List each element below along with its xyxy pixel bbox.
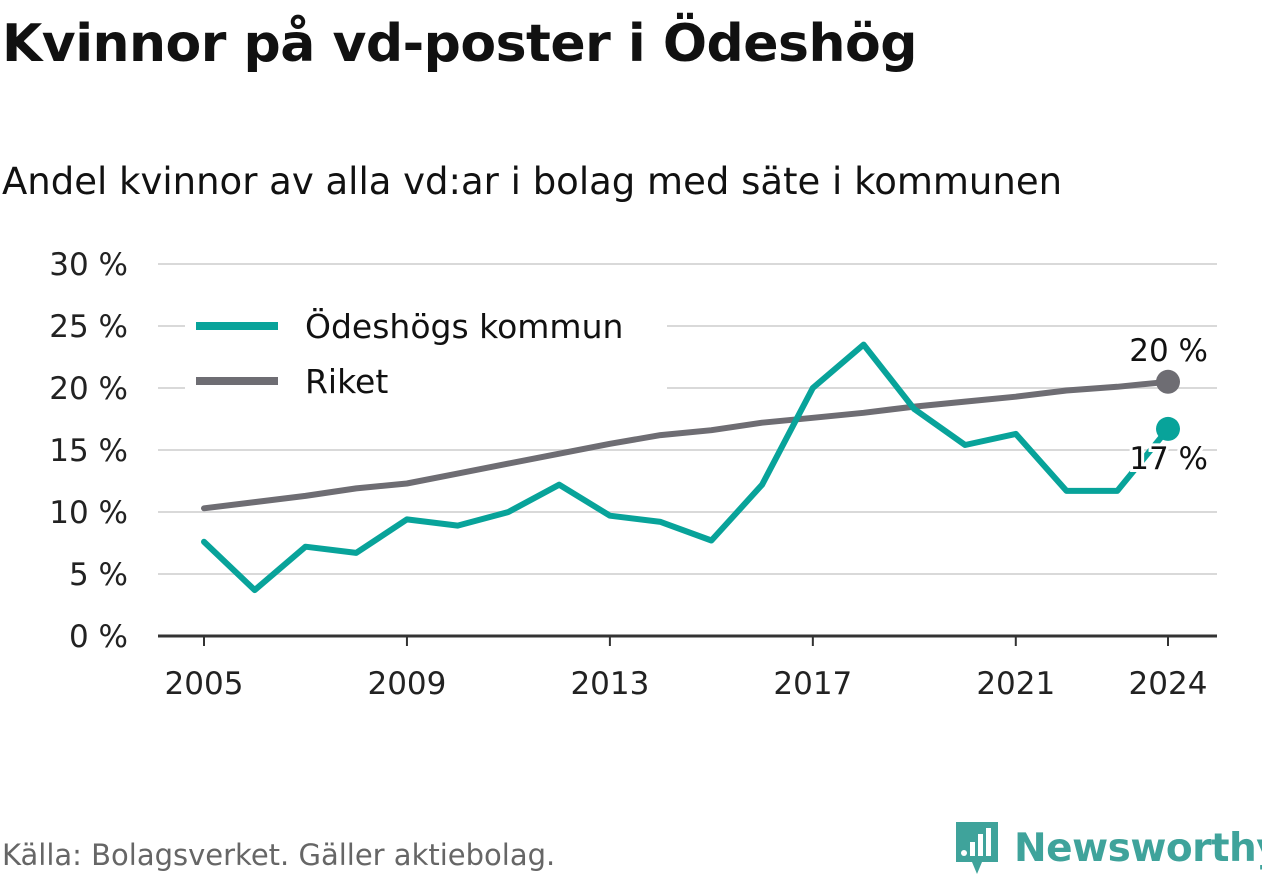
end-point <box>1156 369 1180 394</box>
source-note: Källa: Bolagsverket. Gäller aktiebolag. <box>2 838 556 872</box>
legend-label: Riket <box>305 362 388 401</box>
x-tick-label: 2005 <box>165 666 244 702</box>
legend-background <box>185 300 667 410</box>
y-tick-label: 20 % <box>49 371 128 407</box>
chart-title: Kvinnor på vd-poster i Ödeshög <box>2 14 917 74</box>
series-line <box>201 378 1171 512</box>
end-label-riket: 20 % <box>1129 333 1208 369</box>
y-tick-label: 15 % <box>49 433 128 469</box>
x-tick-label: 2009 <box>367 666 446 702</box>
y-tick-label: 5 % <box>69 557 128 593</box>
x-tick-label: 2017 <box>773 666 852 702</box>
x-tick-label: 2021 <box>976 666 1055 702</box>
brand-name: Newsworthy <box>1014 825 1262 871</box>
y-tick-label: 0 % <box>69 619 128 655</box>
series-line <box>201 341 1171 594</box>
x-tick-label: 2013 <box>570 666 649 702</box>
y-axis-ticks: 0 % 5 % 10 % 15 % 20 % 25 % 30 % <box>49 247 128 655</box>
x-axis-ticks: 2005 2009 2013 2017 2021 2024 <box>165 636 1208 702</box>
chart-subtitle: Andel kvinnor av alla vd:ar i bolag med … <box>2 160 1063 203</box>
end-labels: 20 % 17 % <box>1126 330 1211 480</box>
y-tick-label: 10 % <box>49 495 128 531</box>
x-tick-label: 2024 <box>1129 666 1208 702</box>
end-label-kommun: 17 % <box>1129 441 1208 477</box>
end-point <box>1156 416 1180 441</box>
legend: Ödeshögs kommun Riket <box>185 300 667 410</box>
y-tick-label: 25 % <box>49 309 128 345</box>
brand-logo: Newsworthy <box>952 818 1262 878</box>
legend-label: Ödeshögs kommun <box>305 306 623 346</box>
series-lines <box>201 341 1180 594</box>
newsworthy-logo-icon <box>956 822 998 874</box>
y-tick-label: 30 % <box>49 247 128 283</box>
